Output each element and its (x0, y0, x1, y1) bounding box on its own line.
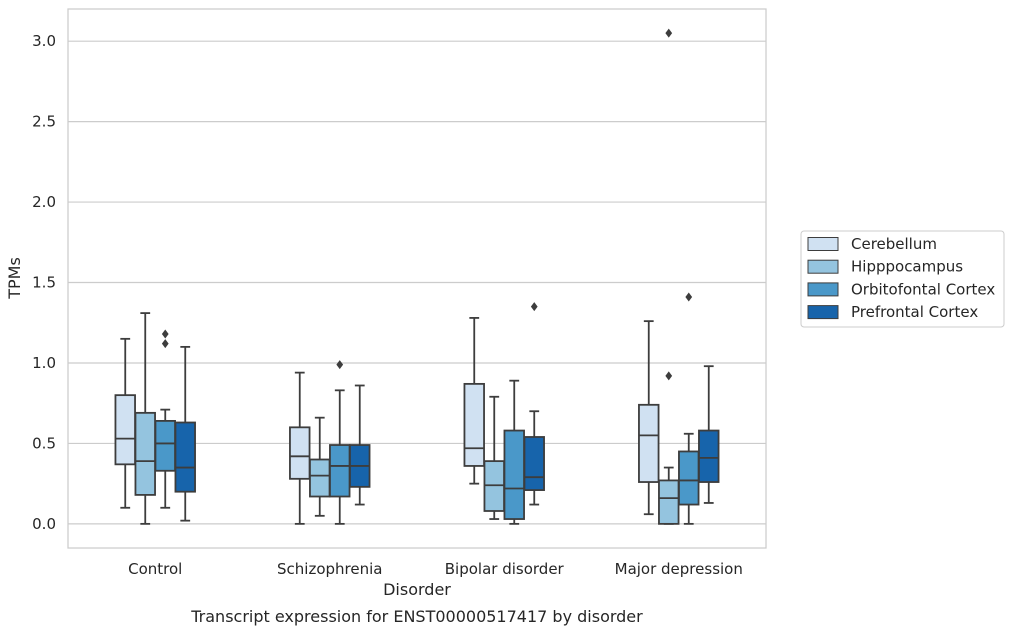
plot-area-frame (67, 8, 767, 549)
outlier-point (336, 360, 344, 370)
x-axis-label: Disorder (383, 580, 451, 599)
outlier-point (530, 302, 538, 312)
box-cerebellum-2 (463, 317, 485, 485)
box-body (174, 421, 196, 493)
box-body (114, 394, 136, 466)
box-body (329, 444, 351, 498)
box-cerebellum-0 (114, 337, 136, 509)
outlier-point (685, 292, 693, 302)
box-body (698, 429, 720, 483)
x-axis-ticks: Control Schizophrenia Bipolar disorder Majo… (128, 560, 743, 578)
box-orbitofontal-cortex-0 (154, 329, 176, 509)
legend-frame (800, 230, 1005, 328)
y-tick-label: 2.5 (32, 113, 56, 131)
box-cerebellum-3 (638, 320, 660, 516)
legend-swatch (807, 237, 839, 251)
outlier-point (665, 371, 673, 381)
box-body (309, 458, 331, 498)
box-orbitofontal-cortex-3 (678, 292, 700, 525)
legend-swatch (807, 305, 839, 320)
outlier-point (161, 339, 169, 349)
outlier-point (161, 329, 169, 339)
box-prefrontal-cortex-1 (349, 384, 371, 506)
legend-label: Orbitofontal Cortex (851, 280, 995, 298)
x-tick-label: Schizophrenia (277, 560, 382, 578)
chart-title: Transcript expression for ENST0000051741… (190, 607, 643, 626)
box-body (658, 479, 680, 525)
y-tick-label: 0.5 (32, 434, 56, 452)
box-body (154, 419, 176, 472)
legend-label: Cerebellum (851, 235, 937, 253)
box-groups (114, 28, 720, 525)
y-axis-ticks: 0.0 0.5 1.0 1.5 2.0 2.5 3.0 (32, 32, 56, 533)
y-tick-label: 2.0 (32, 193, 56, 211)
legend-label: Hipppocampus (851, 258, 963, 276)
box-body (523, 436, 545, 491)
y-tick-label: 1.5 (32, 274, 56, 292)
box-prefrontal-cortex-3 (698, 365, 720, 504)
box-body (503, 429, 525, 520)
box-body (134, 411, 156, 496)
x-tick-label: Bipolar disorder (445, 560, 565, 578)
x-tick-label: Control (128, 560, 182, 578)
box-orbitofontal-cortex-1 (329, 360, 351, 525)
legend-label: Prefrontal Cortex (851, 303, 978, 321)
box-prefrontal-cortex-0 (174, 345, 196, 522)
y-tick-label: 1.0 (32, 354, 56, 372)
box-body (638, 403, 660, 483)
box-prefrontal-cortex-2 (523, 302, 545, 506)
y-tick-label: 3.0 (32, 32, 56, 50)
y-axis-label: TPMs (5, 257, 24, 300)
legend: Cerebellum Hipppocampus Orbitofontal Corte… (800, 230, 1005, 328)
legend-swatch (807, 282, 839, 297)
legend-swatch (807, 259, 839, 274)
box-cerebellum-1 (289, 371, 311, 525)
outlier-point (665, 28, 673, 38)
box-body (678, 450, 700, 506)
box-orbitofontal-cortex-2 (503, 379, 525, 525)
y-tick-label: 0.0 (32, 515, 56, 533)
x-tick-label: Major depression (615, 560, 743, 578)
box-body (289, 426, 311, 480)
box-hipppocampus-0 (134, 312, 156, 525)
box-body (463, 382, 485, 467)
